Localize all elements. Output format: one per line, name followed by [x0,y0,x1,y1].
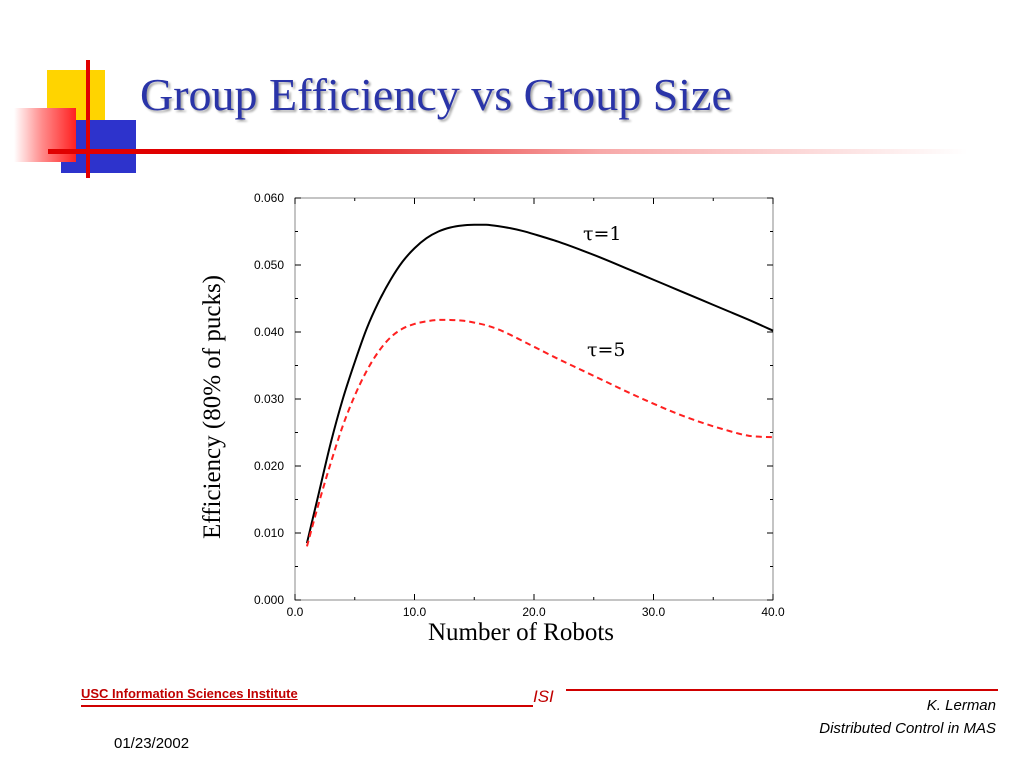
footer-rule-left [81,705,533,707]
series-layer [305,223,774,547]
y-tick-label: 0.060 [254,191,284,205]
title-underline [48,149,968,154]
annotation-tau1: τ=1 [583,223,622,245]
footer-course: Distributed Control in MAS [819,720,996,737]
y-tick-label: 0.040 [254,325,284,339]
x-tick-label: 0.0 [287,605,304,619]
logo-vertical-red-line [86,60,90,178]
footer-isi-logo: ISI [533,687,554,706]
footer-author: K. Lerman [926,697,996,714]
y-axis-ticks: 0.000 0.010 0.020 0.030 0.040 0.050 0.060 [254,191,773,607]
x-tick-label: 10.0 [403,605,427,619]
series-line-tau5 [305,318,774,547]
y-tick-label: 0.000 [254,593,284,607]
y-tick-label: 0.020 [254,459,284,473]
efficiency-chart: 0.0 10.0 20.0 30.0 40.0 0.000 0.010 0.020 0.030… [199,191,785,646]
y-tick-label: 0.050 [254,258,284,272]
y-tick-label: 0.030 [254,392,284,406]
plot-frame [294,197,774,601]
annotation-tau5: τ=5 [587,339,626,361]
footer-date: 01/23/2002 [114,735,190,752]
x-tick-label: 40.0 [761,605,785,619]
x-axis-ticks: 0.0 10.0 20.0 30.0 40.0 [287,198,785,619]
series-line-tau1 [305,223,774,544]
slide-title: Group Efficiency vs Group Size [140,69,732,120]
footer-rule-right [566,689,998,691]
x-tick-label: 30.0 [642,605,666,619]
x-axis-title: Number of Robots [428,619,614,646]
y-axis-title: Efficiency (80% of pucks) [199,275,226,539]
x-tick-label: 20.0 [522,605,546,619]
footer-organization: USC Information Sciences Institute [81,686,298,701]
y-tick-label: 0.010 [254,526,284,540]
